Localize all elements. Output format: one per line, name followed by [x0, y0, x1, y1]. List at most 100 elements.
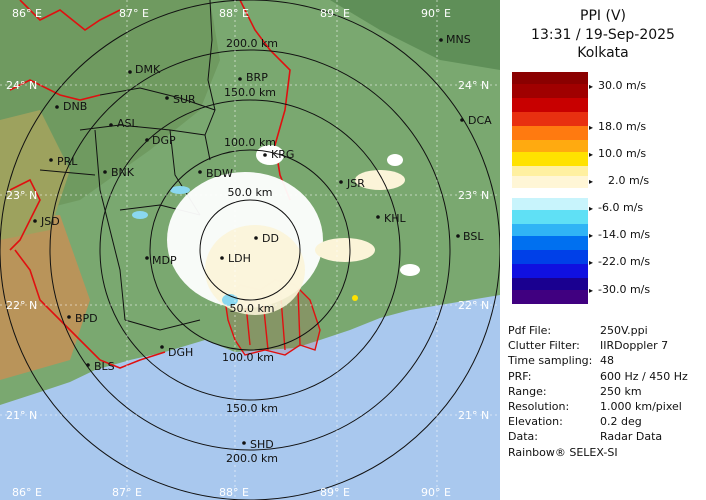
legend-label: -6.0 m/s — [598, 201, 644, 214]
place-bsl: BSL — [463, 230, 484, 243]
info-value: 48 — [600, 354, 614, 367]
info-key: Resolution: — [508, 400, 570, 413]
place-markers: MNS DMK BRP DNB SUR DCA ASL DGP KRG PRL … — [33, 33, 492, 451]
legend-label: 18.0 m/s — [598, 120, 647, 133]
place-bdw: BDW — [206, 167, 233, 180]
place-sur: SUR — [173, 93, 196, 106]
info-value: 250V.ppi — [600, 324, 648, 337]
lon-label-bottom: 88° E — [219, 486, 249, 499]
bay-of-bengal — [0, 295, 500, 500]
product-title: PPI (V) — [580, 8, 626, 24]
info-value: Radar Data — [600, 430, 663, 443]
place-dnb: DNB — [63, 100, 87, 113]
place-mdp: MDP — [152, 254, 177, 267]
info-value: 600 Hz / 450 Hz — [600, 370, 688, 383]
lat-label-left: 21° N — [6, 409, 37, 422]
latitude-labels: 24° N 23° N 22° N 21° N 24° N 23° N 22° … — [6, 79, 489, 422]
place-prl: PRL — [57, 155, 78, 168]
info-key: Range: — [508, 385, 547, 398]
legend-label: 2.0 m/s — [608, 174, 650, 187]
range-labels: 50.0 km 100.0 km 150.0 km 200.0 km 50.0 … — [222, 37, 278, 465]
lon-label-top: 88° E — [219, 7, 249, 20]
lon-label-bottom: 86° E — [12, 486, 42, 499]
range-label-100-north: 100.0 km — [224, 136, 276, 149]
station-name: Kolkata — [577, 45, 629, 61]
legend-label: -22.0 m/s — [598, 255, 651, 268]
radar-map-canvas: 86° E 87° E 88° E 89° E 90° E 86° E 87° … — [0, 0, 500, 500]
legend-tick-icon: ▸ — [589, 204, 594, 213]
place-mns: MNS — [446, 33, 471, 46]
legend-tick-icon: ▸ — [589, 258, 594, 267]
legend-tick-icon: ▸ — [589, 177, 594, 186]
legend-tick-icon: ▸ — [589, 82, 594, 91]
lon-label-bottom: 89° E — [320, 486, 350, 499]
legend-tick-icon: ▸ — [589, 286, 594, 295]
lat-label-right: 21° N — [458, 409, 489, 422]
info-key: PRF: — [508, 370, 532, 383]
lon-label-bottom: 90° E — [421, 486, 451, 499]
lat-label-right: 23° N — [458, 189, 489, 202]
place-dgh: DGH — [168, 346, 193, 359]
lon-label-top: 86° E — [12, 7, 42, 20]
place-jsd: JSD — [40, 215, 60, 228]
legend-label: 30.0 m/s — [598, 79, 647, 92]
lon-label-top: 90° E — [421, 7, 451, 20]
legend-label: 10.0 m/s — [598, 147, 647, 160]
legend-tick-icon: ▸ — [589, 123, 594, 132]
lat-label-left: 24° N — [6, 79, 37, 92]
info-value: IIRDoppler 7 — [600, 339, 669, 352]
place-bpd: BPD — [75, 312, 98, 325]
terrain-north — [330, 0, 500, 70]
info-key: Time sampling: — [508, 354, 593, 367]
place-ldh: LDH — [228, 252, 251, 265]
lon-label-top: 89° E — [320, 7, 350, 20]
range-label-50-north: 50.0 km — [227, 186, 272, 199]
lat-label-right: 24° N — [458, 79, 489, 92]
info-value: 0.2 deg — [600, 415, 642, 428]
place-jsr: JSR — [346, 177, 365, 190]
place-dgp: DGP — [152, 134, 176, 147]
place-brp: BRP — [246, 71, 268, 84]
graticule — [0, 0, 500, 500]
state-borders — [9, 0, 291, 369]
place-shd: SHD — [250, 438, 274, 451]
legend-tick-icon: ▸ — [589, 150, 594, 159]
info-value: 250 km — [600, 385, 642, 398]
lon-label-bottom: 87° E — [112, 486, 142, 499]
velocity-legend-bar — [512, 72, 588, 304]
range-label-150-south: 150.0 km — [226, 402, 278, 415]
info-key: Data: — [508, 430, 538, 443]
info-panel: PPI (V) 13:31 / 19-Sep-2025 Kolkata ▸ 30… — [500, 0, 706, 500]
info-key: Elevation: — [508, 415, 563, 428]
terrain-highland — [0, 215, 90, 380]
lat-label-left: 23° N — [6, 189, 37, 202]
place-asl: ASL — [117, 117, 139, 130]
place-dca: DCA — [468, 114, 492, 127]
legend-label: -30.0 m/s — [598, 283, 651, 296]
lon-label-top: 87° E — [119, 7, 149, 20]
longitude-labels: 86° E 87° E 88° E 89° E 90° E 86° E 87° … — [12, 7, 451, 499]
place-krg: KRG — [271, 148, 294, 161]
legend-tick-icon: ▸ — [589, 231, 594, 240]
range-label-100-south: 100.0 km — [222, 351, 274, 364]
radar-map: 86° E 87° E 88° E 89° E 90° E 86° E 87° … — [0, 0, 500, 500]
place-bls: BLS — [94, 360, 115, 373]
lat-label-right: 22° N — [458, 299, 489, 312]
terrain-hills — [0, 110, 70, 240]
range-label-150-north: 150.0 km — [224, 86, 276, 99]
range-label-50-south: 50.0 km — [229, 302, 274, 315]
place-bnk: BNK — [111, 166, 135, 179]
range-label-200-south: 200.0 km — [226, 452, 278, 465]
place-dd: DD — [262, 232, 279, 245]
product-datetime: 13:31 / 19-Sep-2025 — [531, 27, 675, 43]
place-khl: KHL — [384, 212, 406, 225]
range-rings — [0, 0, 500, 500]
place-dmk: DMK — [135, 63, 161, 76]
info-key: Clutter Filter: — [508, 339, 580, 352]
range-label-200-north: 200.0 km — [226, 37, 278, 50]
lat-label-left: 22° N — [6, 299, 37, 312]
footer-credit: Rainbow® SELEX-SI — [508, 446, 618, 459]
legend-label: -14.0 m/s — [598, 228, 651, 241]
info-key: Pdf File: — [508, 324, 552, 337]
info-value: 1.000 km/pixel — [600, 400, 682, 413]
